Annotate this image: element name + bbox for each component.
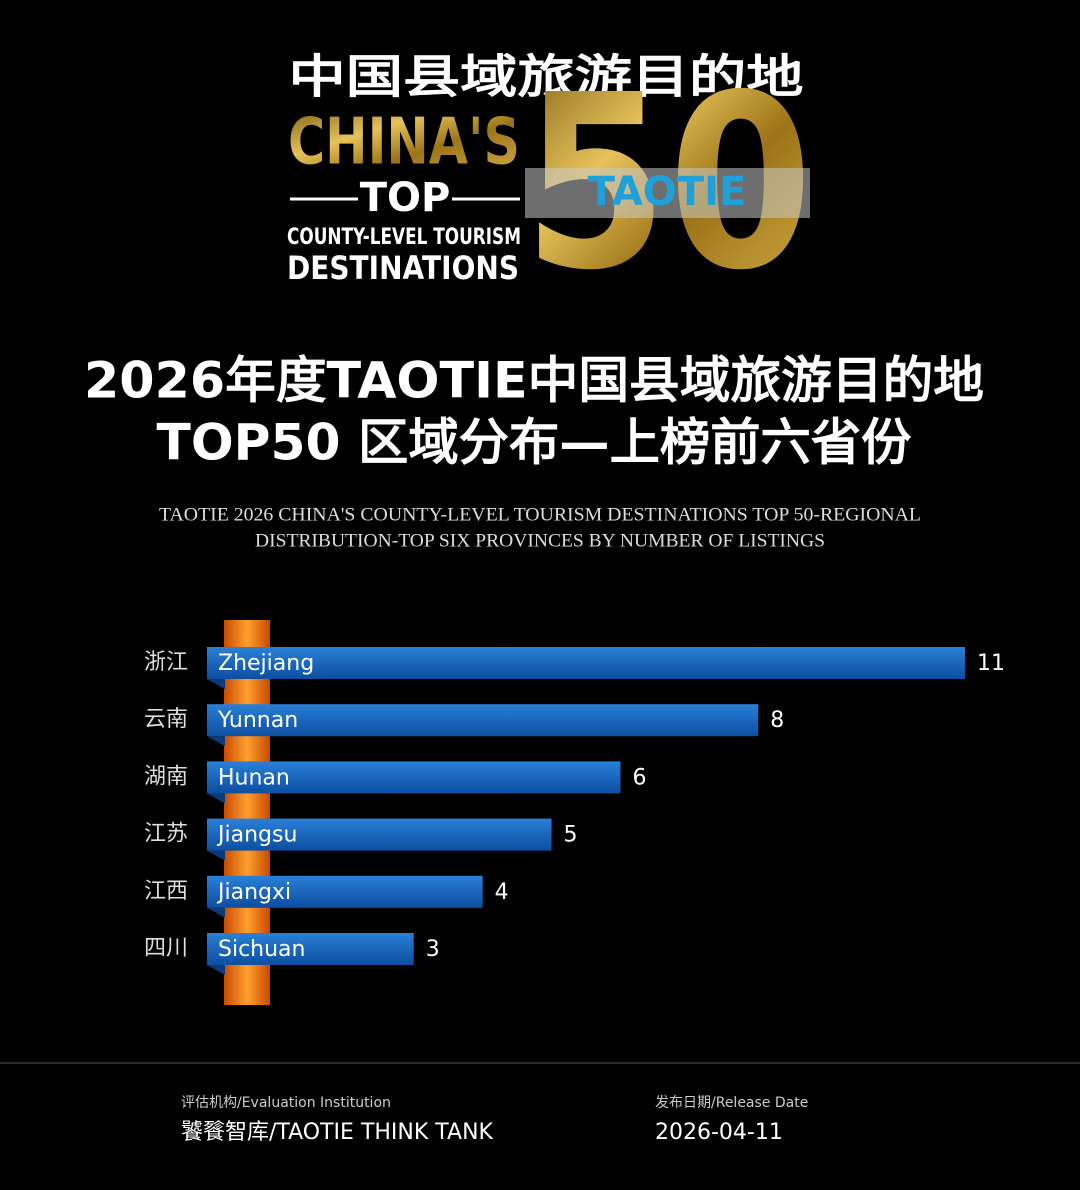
category-label: 江西 [144,879,188,904]
title: TOP50 区域分布—上榜前六省份 [157,414,912,472]
bar-shadow [207,965,225,975]
category-label: 浙江 [144,650,188,675]
bar [207,818,552,851]
subtitle: DISTRIBUTION-TOP SIX PROVINCES BY NUMBER… [255,530,825,551]
value-label: 3 [426,937,440,962]
logo-line4: DESTINATIONS [287,249,519,287]
logo-banner [525,168,810,218]
category-label: 江苏 [144,822,188,847]
value-label: 5 [564,823,578,848]
chart: 浙江 Zhejiang 11 云南 Yunnan 8 湖南 Hunan 6 江苏 Jiangsu 5 江… [144,647,1005,975]
bar-label: Jiangxi [216,880,291,905]
footer-value: 饕餮智库/TAOTIE THINK TANK [181,1120,494,1145]
bar [207,704,759,737]
subtitle: TAOTIE 2026 CHINA'S COUNTY-LEVEL TOURISM… [159,504,921,525]
logo-line1: CHINA'S [288,106,520,180]
bar-label: Zhejiang [218,651,314,676]
category-label: 云南 [144,707,188,732]
bar [207,761,621,794]
title: 2026年度TAOTIE中国县域旅游目的地 [84,352,984,410]
logo-cn: 中国县域旅游目的地 [289,50,804,104]
bar-shadow [207,736,225,747]
category-label: 湖南 [144,764,188,789]
bar-shadow [207,907,225,918]
footer-label: 发布日期/Release Date [655,1095,808,1111]
bar-label: Jiangsu [216,823,297,848]
category-label: 四川 [144,936,188,961]
bar [207,647,965,679]
value-label: 11 [977,651,1005,676]
footer-label: 评估机构/Evaluation Institution [181,1095,391,1111]
bar-label: Sichuan [218,937,305,962]
logo-brand: TAOTIE [588,169,747,215]
logo-line3: COUNTY-LEVEL TOURISM [287,225,521,250]
bar-label: Hunan [218,765,290,790]
bar [207,933,414,965]
footer-value: 2026-04-11 [655,1120,783,1145]
value-label: 6 [632,765,646,790]
value-label: 8 [770,708,784,733]
bar-shadow [207,793,225,804]
bar-shadow [207,679,225,689]
logo-line2: TOP [360,175,451,221]
value-label: 4 [495,880,509,905]
bar [207,875,483,908]
bar-label: Yunnan [217,708,298,733]
bar-shadow [207,850,225,861]
